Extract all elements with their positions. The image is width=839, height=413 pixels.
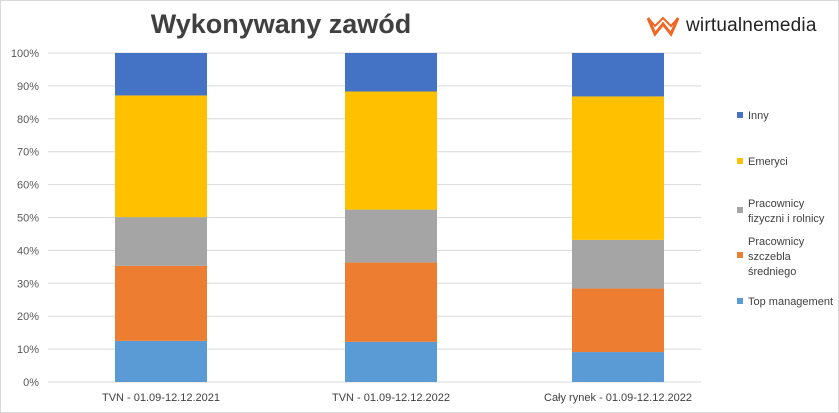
y-tick-label: 50% <box>17 213 39 225</box>
logo-text: wirtualnemedia <box>686 15 817 36</box>
logo-icon <box>646 16 680 37</box>
y-tick-label: 10% <box>17 344 39 356</box>
wirtualnemedia-logo: wirtualnemedia <box>646 15 817 37</box>
bar-segment-pracownicy-szczebla-redniego <box>345 262 437 342</box>
bar-segment-pracownicy-fizyczni-i-rolnicy <box>345 209 437 263</box>
y-tick-label: 90% <box>17 81 39 93</box>
legend-swatch <box>737 112 743 118</box>
bar-segment-inny <box>345 53 437 92</box>
bar-segment-top-management <box>345 341 437 382</box>
x-category-label: TVN - 01.09-12.12.2021 <box>102 392 220 404</box>
y-tick-label: 80% <box>17 114 39 126</box>
legend-swatch <box>737 207 743 213</box>
bar-segment-pracownicy-szczebla-redniego <box>572 288 664 353</box>
bar-segment-emeryci <box>115 95 207 218</box>
legend-label: Pracownicy <box>748 236 805 248</box>
x-category-label: Cały rynek - 01.09-12.12.2022 <box>544 392 692 404</box>
x-category-label: TVN - 01.09-12.12.2022 <box>332 392 450 404</box>
y-tick-label: 40% <box>17 245 39 257</box>
legend-swatch <box>737 298 743 304</box>
bar-segment-inny <box>115 53 207 96</box>
chart-title: Wykonywany zawód <box>150 9 412 39</box>
bar-segment-emeryci <box>572 96 664 240</box>
y-tick-label: 60% <box>17 180 39 192</box>
y-tick-label: 70% <box>17 147 39 159</box>
bar-segment-pracownicy-fizyczni-i-rolnicy <box>572 239 664 289</box>
legend-label: fizyczni i rolnicy <box>748 213 825 225</box>
legend-label: Pracownicy <box>748 198 805 210</box>
y-tick-label: 20% <box>17 311 39 323</box>
legend-label: Inny <box>748 110 769 122</box>
bar-segment-pracownicy-fizyczni-i-rolnicy <box>115 217 207 266</box>
legend-label: szczebla <box>748 251 792 263</box>
legend-label: Emeryci <box>748 156 788 168</box>
bar-segment-inny <box>572 53 664 97</box>
bar-segment-pracownicy-szczebla-redniego <box>115 265 207 341</box>
bar-segment-top-management <box>572 352 664 382</box>
bar-segment-emeryci <box>345 91 437 210</box>
legend-swatch <box>737 158 743 164</box>
y-tick-label: 0% <box>23 377 39 389</box>
y-tick-label: 30% <box>17 278 39 290</box>
legend-swatch <box>737 252 743 258</box>
legend-label: Top management <box>748 296 833 308</box>
bar-segment-top-management <box>115 340 207 382</box>
y-tick-label: 100% <box>11 48 39 60</box>
legend-label: średniego <box>748 266 796 278</box>
